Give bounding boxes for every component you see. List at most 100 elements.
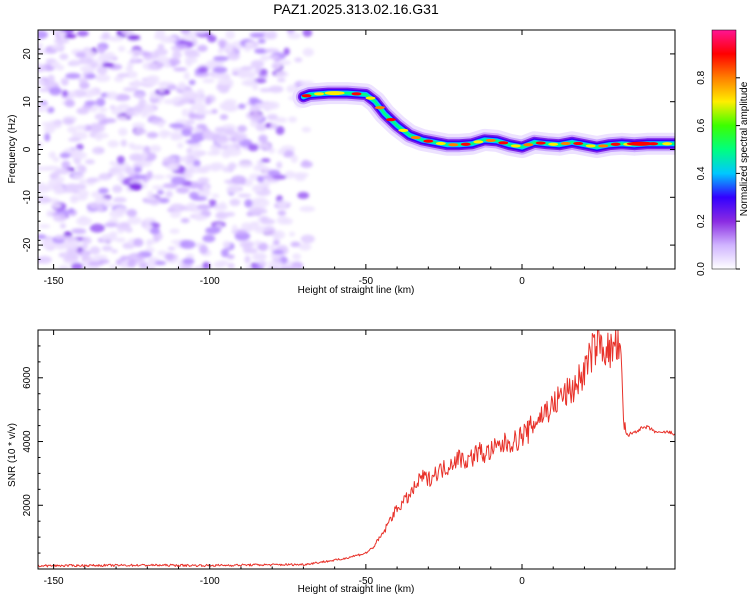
spectrogram-noise-blob bbox=[190, 132, 206, 142]
spectrogram-noise-blob bbox=[188, 111, 196, 120]
spectrogram-noise-blob bbox=[76, 107, 90, 115]
spectrogram-noise-blob bbox=[297, 191, 310, 199]
spectrogram-noise-blob bbox=[233, 133, 248, 140]
spectrogram-noise-blob bbox=[127, 216, 142, 225]
spectrogram-noise-blob bbox=[59, 152, 71, 159]
spectrogram-noise-blob bbox=[120, 221, 131, 230]
spectrogram-noise-blob bbox=[181, 89, 196, 98]
spectrogram-noise-blob bbox=[96, 97, 106, 107]
spectrogram-y-ticks: -20 -10 0 10 20 bbox=[22, 29, 675, 270]
spectrogram-noise-blob bbox=[64, 99, 75, 108]
spectrogram-noise-blob bbox=[224, 127, 235, 135]
spectrogram-noise-blob bbox=[167, 246, 176, 251]
spectrogram-ridge-peak bbox=[374, 106, 385, 110]
spectrogram-noise-blob bbox=[211, 193, 220, 198]
spectrogram-ridge-peak bbox=[460, 142, 471, 146]
snr-panel: -150 -100 -50 0 2000 4000 6000 Height of stra… bbox=[7, 329, 676, 595]
spectrogram-noise-blob bbox=[175, 186, 190, 194]
spectrogram-noise-blob bbox=[227, 262, 235, 269]
spectrogram-noise-blob bbox=[250, 60, 265, 69]
spectrogram-noise-blob bbox=[92, 146, 105, 155]
spectrogram-noise-blob bbox=[263, 144, 272, 151]
spectrogram-noise-blob bbox=[182, 171, 194, 180]
spectrogram-noise-blob bbox=[58, 252, 66, 258]
spectrogram-noise-blob bbox=[117, 45, 126, 52]
spectrogram-noise-blob bbox=[302, 30, 313, 38]
spectrogram-noise-blob bbox=[278, 60, 292, 66]
spectrogram-noise-blob bbox=[244, 47, 251, 52]
spectrogram-noise-blob bbox=[177, 142, 184, 149]
spectrogram-noise-blob bbox=[77, 77, 88, 83]
spectrogram-noise-blob bbox=[97, 46, 106, 54]
spectrogram-noise-blob bbox=[208, 199, 217, 205]
spectrogram-noise-blob bbox=[71, 148, 83, 158]
spectrogram-ridge-peak bbox=[523, 143, 534, 147]
spectrogram-noise-blob bbox=[277, 210, 287, 216]
spectrogram-noise-blob bbox=[276, 215, 289, 225]
snr-x-label: Height of straight line (km) bbox=[298, 584, 415, 595]
spectrogram-noise-blob bbox=[227, 52, 241, 61]
spectrogram-noise-blob bbox=[290, 241, 301, 248]
spectrogram-noise-blob bbox=[95, 74, 111, 83]
spectrogram-noise-blob bbox=[111, 249, 118, 254]
spectrogram-noise-blob bbox=[169, 228, 180, 234]
spectrogram-noise-blob bbox=[299, 205, 316, 212]
spectrogram-noise-blob bbox=[184, 51, 201, 58]
spectrogram-noise-blob bbox=[289, 231, 296, 237]
spectrogram-noise-blob bbox=[133, 174, 147, 180]
spectrogram-noise-blob bbox=[243, 178, 253, 187]
spectrogram-noise-blob bbox=[128, 182, 143, 191]
spectrogram-noise-blob bbox=[71, 262, 84, 269]
spectrogram-noise-blob bbox=[162, 156, 178, 163]
spectrogram-noise-blob bbox=[254, 48, 268, 54]
spectrogram-x-tick-label: 0 bbox=[519, 276, 525, 287]
spectrogram-noise-blob bbox=[302, 47, 314, 57]
spectrogram-noise-blob bbox=[38, 255, 52, 264]
spectrogram-noise-blob bbox=[176, 44, 189, 50]
spectrogram-noise-blob bbox=[214, 126, 226, 134]
spectrogram-noise-blob bbox=[46, 210, 53, 218]
spectrogram-noise-blob bbox=[169, 203, 186, 213]
spectrogram-noise-blob bbox=[157, 197, 170, 204]
spectrogram-noise-blob bbox=[134, 128, 147, 135]
spectrogram-noise-blob bbox=[202, 261, 211, 269]
spectrogram-noise-blob bbox=[275, 125, 285, 135]
spectrogram-noise-blob bbox=[191, 102, 207, 112]
spectrogram-noise-blob bbox=[143, 217, 156, 224]
spectrogram-noise-blob bbox=[49, 86, 62, 96]
spectrogram-noise-blob bbox=[272, 249, 285, 255]
spectrogram-noise-blob bbox=[157, 121, 165, 128]
colorbar-tick-label: 0.4 bbox=[696, 166, 707, 180]
spectrogram-noise-blob bbox=[245, 264, 253, 269]
spectrogram-noise-blob bbox=[266, 113, 279, 121]
spectrogram-noise-blob bbox=[219, 114, 229, 120]
spectrogram-y-tick-label: 20 bbox=[22, 48, 33, 60]
spectrogram-noise-blob bbox=[129, 153, 145, 162]
spectrogram-ridge-peak bbox=[423, 139, 434, 143]
spectrogram-noise-blob bbox=[127, 60, 134, 69]
spectrogram-ridge-peak bbox=[301, 94, 312, 98]
spectrogram-noise-blob bbox=[116, 155, 125, 165]
spectrogram-noise-blob bbox=[69, 194, 79, 204]
spectrogram-noise-blob bbox=[240, 65, 254, 71]
snr-y-tick-label: 4000 bbox=[22, 430, 33, 453]
spectrogram-noise-blob bbox=[57, 30, 67, 38]
spectrogram-noise-blob bbox=[204, 96, 212, 105]
spectrogram-noise-blob bbox=[268, 260, 283, 267]
spectrogram-ridge-peak bbox=[448, 143, 459, 147]
spectrogram-noise-blob bbox=[112, 197, 127, 203]
spectrogram-noise-blob bbox=[196, 123, 206, 129]
spectrogram-noise-blob bbox=[217, 260, 229, 267]
spectrogram-noise-blob bbox=[140, 108, 149, 118]
spectrogram-noise-blob bbox=[260, 216, 268, 222]
spectrogram-noise-blob bbox=[293, 172, 309, 178]
spectrogram-noise-blob bbox=[68, 208, 75, 214]
spectrogram-noise-blob bbox=[133, 79, 141, 89]
spectrogram-noise-blob bbox=[173, 67, 188, 72]
spectrogram-ridge-peak bbox=[385, 118, 396, 122]
spectrogram-noise-blob bbox=[282, 150, 295, 158]
spectrogram-noise-blob bbox=[89, 246, 101, 255]
spectrogram-noise-blob bbox=[187, 99, 196, 104]
spectrogram-noise-blob bbox=[158, 88, 165, 94]
spectrogram-noise-blob bbox=[125, 108, 135, 117]
